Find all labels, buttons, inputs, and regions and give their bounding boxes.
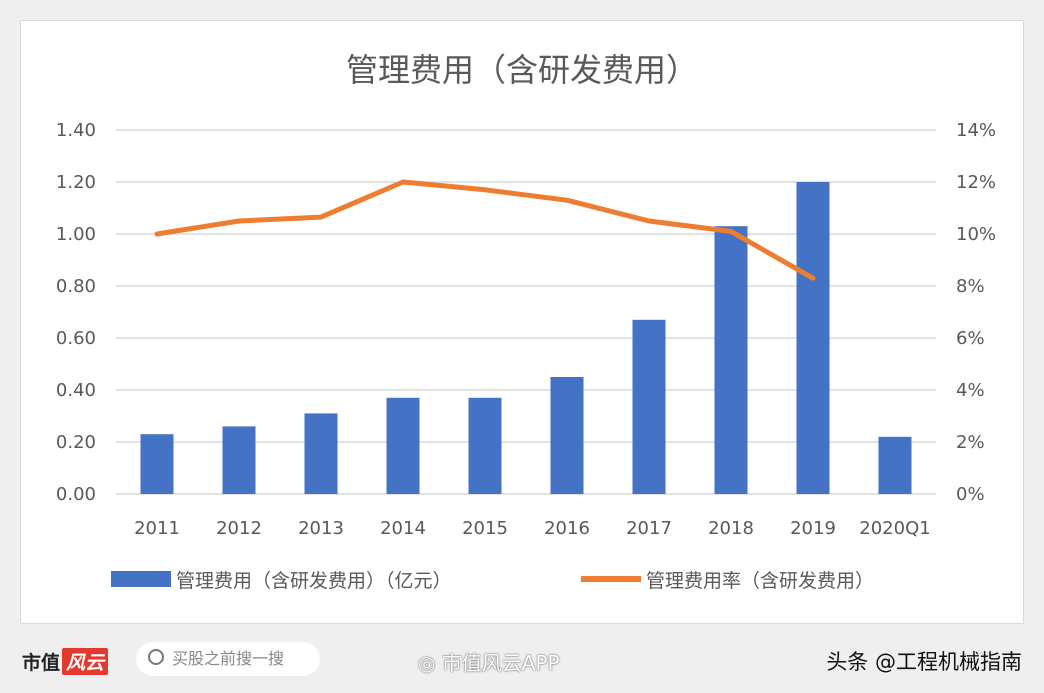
x-tick: 2015 <box>462 518 508 539</box>
bar <box>632 319 666 494</box>
x-tick: 2020Q1 <box>859 518 930 539</box>
y-left-tick: 0.20 <box>56 432 96 453</box>
y-right-tick: 8% <box>956 276 985 297</box>
x-tick: 2019 <box>790 518 836 539</box>
bar <box>304 413 338 494</box>
y-left-tick: 0.00 <box>56 484 96 505</box>
y-right-tick: 4% <box>956 380 985 401</box>
bar <box>222 426 256 494</box>
y-left-tick: 1.00 <box>56 224 96 245</box>
x-tick: 2017 <box>626 518 672 539</box>
y-right-tick: 12% <box>956 172 996 193</box>
author-credit: 头条 @工程机械指南 <box>826 650 1022 674</box>
legend-swatch-bar <box>111 571 171 587</box>
y-left-tick: 0.80 <box>56 276 96 297</box>
footer-bar: 市值 风云 买股之前搜一搜 ◎ 市值风云APP 头条 @工程机械指南 <box>0 630 1044 693</box>
x-tick: 2011 <box>134 518 180 539</box>
bar <box>386 397 420 494</box>
bar <box>796 182 830 494</box>
y-right-tick: 0% <box>956 484 985 505</box>
search-icon <box>148 649 164 665</box>
bar <box>550 377 584 494</box>
bar <box>468 397 502 494</box>
brand-logo: 市值 风云 <box>22 648 109 675</box>
watermark: ◎ 市值风云APP <box>418 651 560 675</box>
chart-card: 管理费用（含研发费用） 0.00 0% 0.20 2% 0.40 4% 0.60 6% 0.80… <box>20 20 1024 624</box>
y-left-tick: 0.60 <box>56 328 96 349</box>
bar <box>878 436 912 494</box>
legend-label-bar: 管理费用（含研发费用）（亿元） <box>176 570 452 592</box>
y-right-tick: 10% <box>956 224 996 245</box>
x-tick: 2014 <box>380 518 426 539</box>
search-placeholder: 买股之前搜一搜 <box>172 649 285 668</box>
y-right-tick: 2% <box>956 432 985 453</box>
brand-name: 市值 <box>22 652 61 674</box>
y-left-tick: 1.40 <box>56 120 96 141</box>
bar <box>140 434 174 494</box>
y-left-tick: 0.40 <box>56 380 96 401</box>
chart-title: 管理费用（含研发费用） <box>346 51 698 89</box>
x-tick: 2012 <box>216 518 262 539</box>
chart: 管理费用（含研发费用） 0.00 0% 0.20 2% 0.40 4% 0.60 6% 0.80… <box>56 51 996 592</box>
watermark-text: 市值风云APP <box>441 651 560 675</box>
x-tick: 2016 <box>544 518 590 539</box>
search-input[interactable]: 买股之前搜一搜 <box>136 642 320 676</box>
brand-logo-mark: 风云 <box>62 648 109 675</box>
y-right-tick: 6% <box>956 328 985 349</box>
y-right-tick: 14% <box>956 120 996 141</box>
legend-label-line: 管理费用率（含研发费用） <box>646 570 874 592</box>
bar <box>714 226 748 494</box>
x-tick: 2018 <box>708 518 754 539</box>
y-left-tick: 1.20 <box>56 172 96 193</box>
x-tick: 2013 <box>298 518 344 539</box>
